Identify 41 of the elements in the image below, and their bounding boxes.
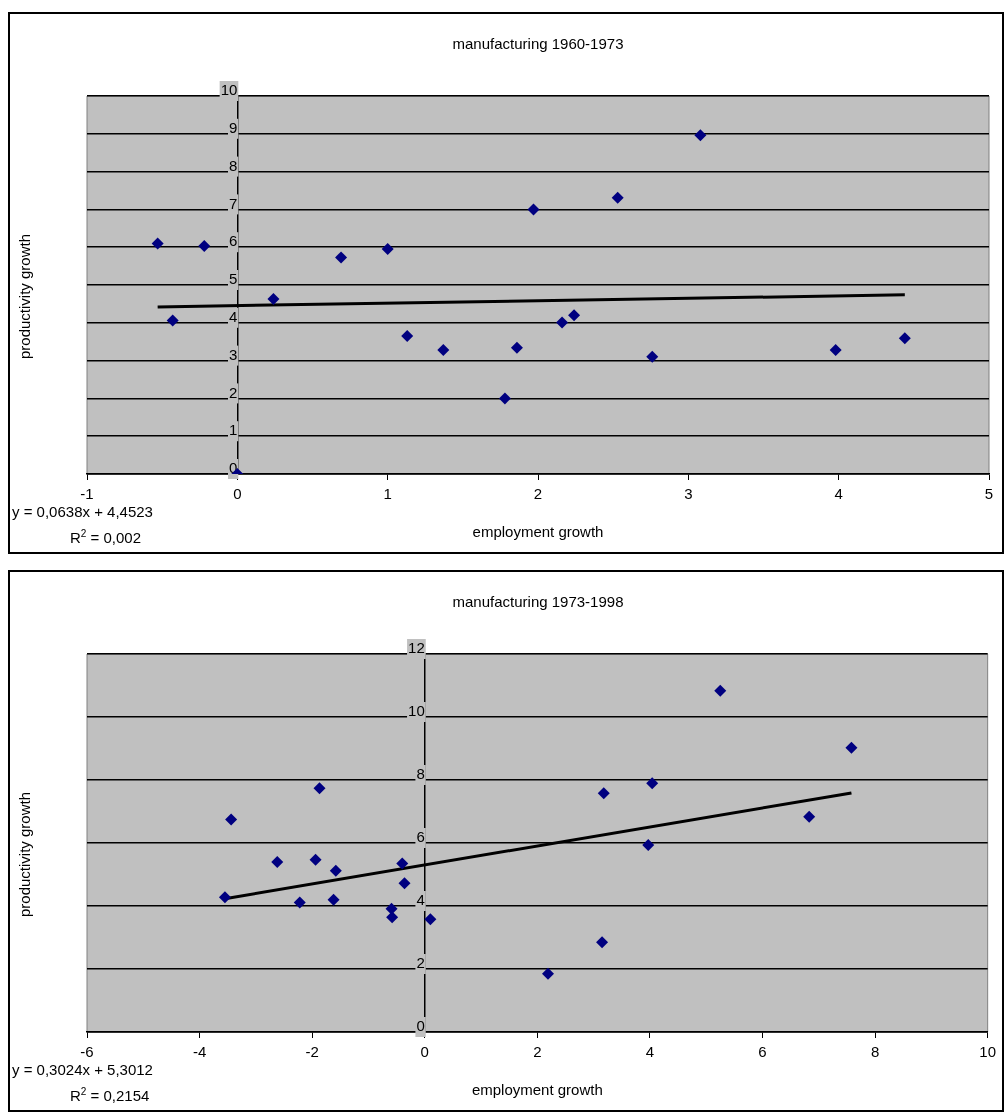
y-tick-label: 5 [228, 270, 238, 288]
x-tick-label: -2 [305, 1043, 319, 1061]
y-tick-label: 6 [228, 232, 238, 250]
x-tick-label: 3 [684, 485, 693, 503]
chart-title: manufacturing 1960-1973 [452, 35, 624, 53]
y-tick-label: 0 [416, 1017, 425, 1035]
x-tick-label: -1 [80, 485, 94, 503]
text: y = 0,0638x + 4,4523 [12, 503, 153, 520]
x-tick-label: 5 [984, 485, 994, 503]
y-axis-title: productivity growth [16, 791, 33, 917]
y-tick-label: 8 [416, 765, 425, 783]
x-tick-label: 4 [834, 485, 843, 503]
y-tick-label: 9 [228, 118, 238, 136]
x-tick-label: -4 [192, 1043, 207, 1061]
x-axis-title: employment growth [471, 1081, 603, 1099]
text: R$^{2}$ = 0,002 [70, 528, 142, 546]
chart-title: manufacturing 1973-1998 [452, 593, 624, 611]
y-tick-label: 6 [416, 828, 425, 846]
y-tick-label: 2 [416, 954, 425, 972]
x-tick-label: -6 [80, 1043, 94, 1061]
y-tick-label: 10 [408, 702, 425, 720]
x-tick-label: 8 [870, 1043, 880, 1061]
y-tick-label: 8 [228, 156, 238, 174]
text: R$^{2}$ = 0,2154 [70, 1086, 150, 1104]
y-tick-label: 2 [228, 383, 238, 401]
y-tick-label: 4 [228, 307, 238, 325]
x-tick-label: 10 [979, 1043, 996, 1061]
y-tick-label: 7 [228, 194, 238, 212]
x-tick-label: 1 [383, 485, 392, 503]
y-tick-label: 10 [220, 81, 238, 99]
x-tick-label: 4 [645, 1043, 655, 1061]
y-tick-label: 3 [228, 345, 238, 363]
y-axis-title: productivity growth [16, 233, 33, 359]
x-tick-label: 6 [758, 1043, 767, 1061]
x-tick-label: 2 [533, 1043, 542, 1061]
y-tick-label: 4 [416, 891, 425, 909]
y-tick-label: 1 [228, 421, 238, 439]
y-tick-label: 12 [408, 639, 425, 657]
x-axis-title: employment growth [472, 523, 604, 541]
text: y = 0,3024x + 5,3012 [12, 1061, 153, 1078]
x-tick-label: 2 [533, 485, 543, 503]
